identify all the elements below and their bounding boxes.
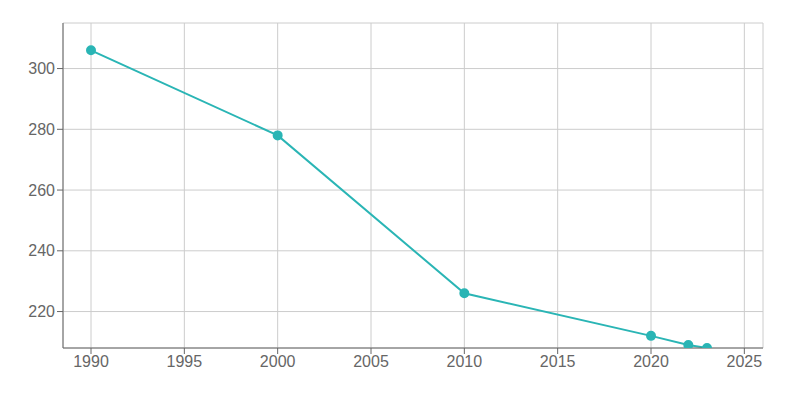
svg-text:2005: 2005: [353, 353, 389, 370]
svg-text:2000: 2000: [260, 353, 296, 370]
svg-text:1990: 1990: [73, 353, 109, 370]
svg-text:2025: 2025: [727, 353, 763, 370]
svg-text:300: 300: [28, 60, 55, 77]
svg-text:2010: 2010: [447, 353, 483, 370]
svg-text:260: 260: [28, 182, 55, 199]
svg-text:240: 240: [28, 242, 55, 259]
svg-text:2015: 2015: [540, 353, 576, 370]
svg-text:1995: 1995: [167, 353, 203, 370]
svg-text:220: 220: [28, 303, 55, 320]
svg-text:280: 280: [28, 121, 55, 138]
svg-text:2020: 2020: [633, 353, 669, 370]
